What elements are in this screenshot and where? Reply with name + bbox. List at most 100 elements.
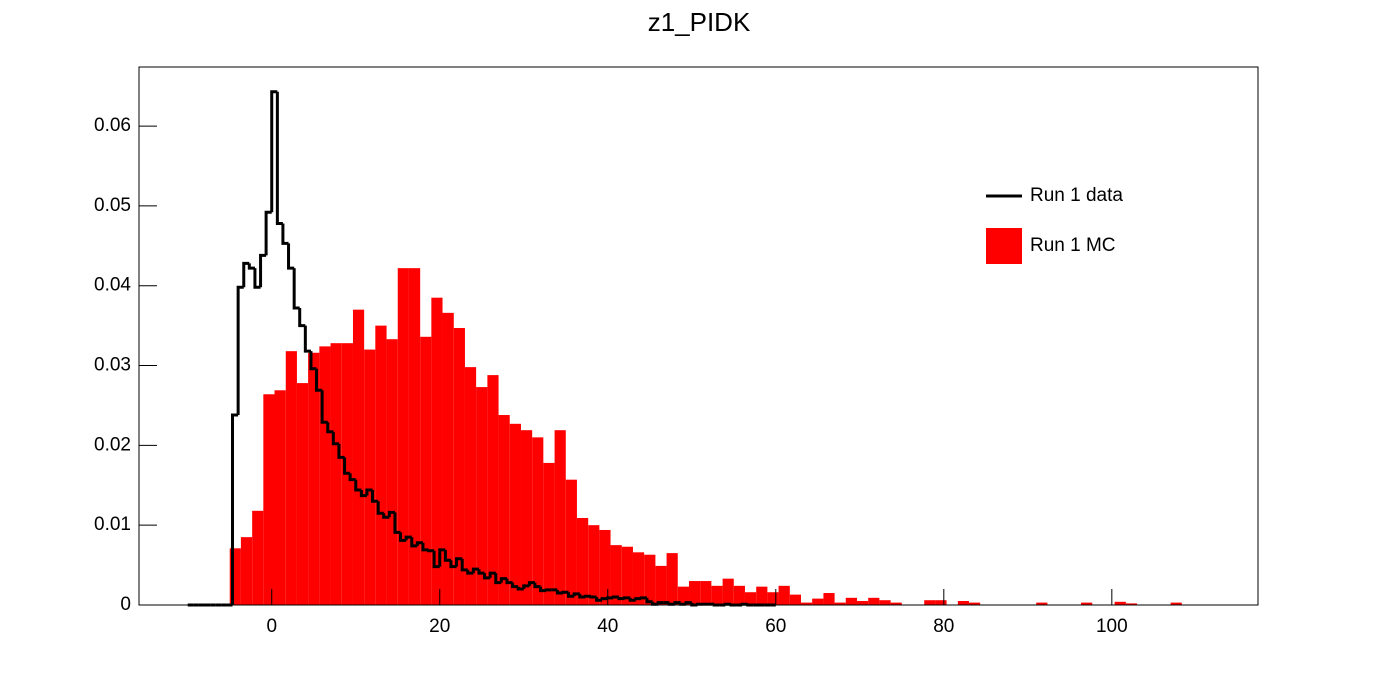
histogram-bar [632, 552, 645, 605]
histogram-bar [240, 537, 253, 605]
histogram-bar [397, 268, 409, 605]
histogram-step [242, 261, 250, 288]
legend-label: Run 1 MC [1030, 235, 1116, 256]
histogram-step [494, 573, 502, 585]
histogram-bar [957, 601, 970, 605]
histogram-step [499, 577, 507, 583]
histogram-step [303, 325, 311, 353]
histogram-step [606, 596, 614, 600]
histogram-bar [689, 581, 701, 605]
histogram-bar [487, 375, 499, 605]
histogram-step [298, 308, 306, 328]
histogram-step [679, 602, 687, 606]
histogram-bar [1080, 602, 1093, 605]
histogram-step [253, 268, 261, 289]
histogram-bar [857, 601, 869, 605]
histogram-bar [868, 597, 880, 605]
histogram-step [371, 490, 379, 503]
histogram-bar [644, 554, 656, 605]
histogram-bar [879, 600, 891, 605]
histogram-step [583, 594, 591, 598]
histogram-step [488, 571, 496, 578]
histogram-step [315, 368, 323, 392]
histogram-bar [845, 597, 858, 605]
histogram-step [516, 586, 524, 591]
histogram-bar [969, 602, 981, 605]
histogram-step [236, 285, 244, 416]
histogram-bar [700, 581, 712, 605]
histogram-step [539, 586, 547, 593]
histogram-step [460, 558, 468, 572]
histogram-bar [274, 390, 286, 605]
histogram-step [673, 601, 681, 605]
histogram-step [331, 431, 339, 446]
histogram-step [555, 589, 563, 595]
histogram-bar [655, 565, 667, 605]
legend-label: Run 1 data [1030, 185, 1123, 206]
histogram-bar [599, 529, 611, 605]
histogram-bar [375, 325, 387, 605]
histogram-step [326, 422, 334, 434]
histogram-bar [229, 548, 241, 605]
histogram-step [231, 413, 239, 605]
histogram-bar [756, 586, 768, 605]
histogram-step [376, 501, 384, 515]
y-tick-label: 0.04 [94, 275, 131, 296]
histogram-step [639, 596, 648, 600]
histogram-step [561, 590, 569, 594]
histogram-bar [744, 592, 757, 605]
x-tick-label: 40 [597, 616, 618, 637]
histogram-step [634, 597, 642, 601]
histogram-step [337, 443, 345, 459]
histogram-step [415, 541, 423, 546]
histogram-step [684, 601, 692, 605]
histogram-step [264, 210, 272, 256]
histogram-step [432, 550, 440, 569]
histogram-step [449, 560, 457, 569]
histogram-bar [890, 602, 902, 605]
histogram-bar [1114, 601, 1126, 605]
histogram-step [645, 597, 653, 604]
histogram-step [628, 597, 636, 602]
histogram-bar [677, 586, 690, 605]
histogram-bar [520, 430, 533, 605]
histogram-step [623, 596, 631, 600]
histogram-step [617, 597, 625, 601]
histogram-step [320, 390, 328, 424]
histogram-step [393, 512, 401, 534]
histogram-bar [319, 346, 331, 605]
histogram-step [438, 548, 446, 567]
y-tick-label: 0.06 [94, 115, 131, 136]
histogram-step [365, 488, 373, 496]
histogram-bar [576, 517, 589, 605]
histogram-step [578, 593, 586, 599]
histogram-step [287, 243, 295, 270]
histogram-bar [733, 585, 745, 605]
histogram-bar [610, 545, 622, 605]
histogram-step [427, 549, 435, 553]
legend-swatch [986, 228, 1022, 264]
histogram-bar [509, 423, 521, 605]
histogram-bar [722, 578, 734, 605]
histogram-bar [588, 525, 600, 605]
histogram-step [611, 595, 619, 599]
y-tick-label: 0.02 [94, 434, 131, 455]
histogram-step [382, 513, 390, 519]
histogram-step [359, 490, 367, 498]
histogram-step [572, 592, 580, 597]
histogram-step [544, 588, 552, 592]
histogram-step [354, 479, 362, 492]
histogram-step [511, 582, 519, 589]
x-tick-label: 0 [266, 616, 277, 637]
y-tick-label: 0.05 [94, 195, 131, 216]
histogram-step [651, 601, 659, 606]
histogram-bar [711, 585, 723, 605]
y-tick-label: 0.03 [94, 355, 131, 376]
histogram-bar [330, 343, 342, 605]
histogram-step [443, 549, 451, 562]
histogram-step [259, 253, 267, 288]
histogram-bar [532, 437, 544, 605]
histogram-bar [386, 339, 398, 605]
